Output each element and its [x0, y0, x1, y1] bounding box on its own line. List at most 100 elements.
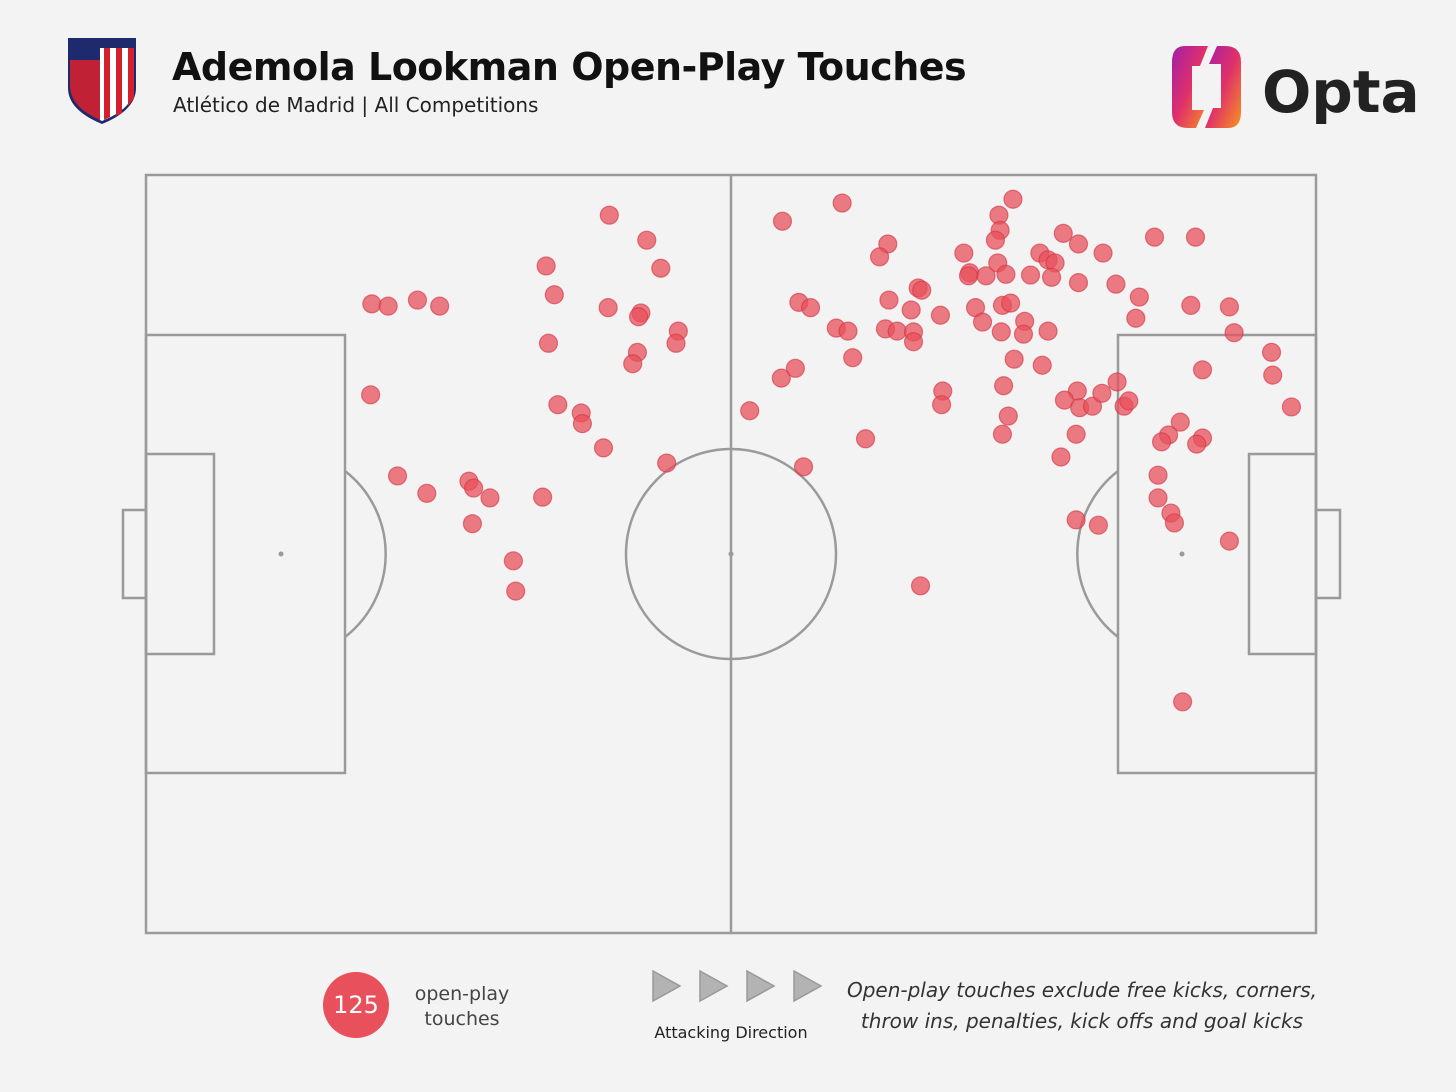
- touch: [464, 478, 484, 498]
- touch: [903, 332, 924, 352]
- goal: [1314, 508, 1342, 600]
- touch: [976, 266, 996, 286]
- touch: [985, 230, 1006, 250]
- touch: [1219, 297, 1240, 317]
- touch: [994, 376, 1014, 396]
- touch: [548, 395, 568, 415]
- touch: [887, 321, 907, 341]
- total-value: 125: [333, 991, 379, 1019]
- touch: [628, 307, 649, 327]
- touch: [599, 205, 619, 225]
- touch: [992, 424, 1013, 444]
- touch: [1126, 308, 1146, 328]
- touch: [855, 429, 876, 449]
- touch: [879, 290, 899, 310]
- touch: [480, 488, 500, 508]
- touch: [378, 296, 398, 316]
- touch: [772, 211, 793, 231]
- touch: [533, 487, 553, 507]
- touch: [1151, 432, 1172, 452]
- total-label: touches: [424, 1008, 499, 1030]
- touch: [843, 348, 863, 368]
- total-badge: [323, 972, 389, 1038]
- touch: [1066, 510, 1086, 530]
- pitch: [121, 173, 1342, 935]
- touch: [869, 247, 890, 267]
- touch: [1004, 349, 1024, 369]
- touch: [1041, 267, 1062, 287]
- brand-logo: [1172, 46, 1241, 128]
- touch: [572, 414, 593, 434]
- touch: [998, 406, 1018, 426]
- touch: [1181, 295, 1201, 315]
- touch: [832, 193, 852, 213]
- penalty-arc: [344, 470, 387, 638]
- touch: [637, 230, 657, 250]
- touch: [1088, 515, 1108, 535]
- touch: [430, 296, 450, 316]
- touch: [1281, 397, 1302, 417]
- note: Open-play touches exclude free kicks, co…: [847, 978, 1317, 1002]
- penalty-arc: [1076, 470, 1119, 638]
- touch: [958, 266, 979, 286]
- penalty-spot: [278, 551, 284, 557]
- touch: [793, 457, 814, 477]
- touch: [1068, 273, 1089, 293]
- touch: [1032, 355, 1052, 375]
- direction-label: Attacking Direction: [654, 1023, 807, 1042]
- touch: [910, 576, 931, 596]
- touch: [651, 258, 671, 278]
- touch: [838, 321, 858, 341]
- touch: [1082, 396, 1103, 416]
- touch: [623, 354, 643, 374]
- touch: [1068, 234, 1089, 254]
- touch: [1013, 324, 1034, 344]
- touch: [991, 322, 1011, 342]
- touch: [407, 290, 428, 310]
- touch: [1107, 372, 1127, 392]
- touch: [1053, 223, 1073, 243]
- club-crest: [68, 38, 136, 124]
- touch: [785, 358, 805, 378]
- touch: [1192, 360, 1213, 380]
- touch: [1164, 513, 1185, 533]
- centre-spot: [728, 551, 734, 557]
- touch: [1020, 265, 1041, 285]
- touch: [361, 385, 381, 405]
- touch: [1148, 488, 1168, 508]
- touch: [1263, 365, 1283, 385]
- touch: [1051, 447, 1071, 467]
- touch: [800, 298, 821, 318]
- subtitle: Atlético de Madrid | All Competitions: [173, 93, 538, 117]
- touch: [1092, 383, 1112, 403]
- touch: [538, 333, 559, 353]
- touch: [1219, 531, 1240, 551]
- touch: [1185, 227, 1206, 247]
- touch: [972, 312, 993, 332]
- touch: [1054, 390, 1075, 410]
- touch: [954, 243, 974, 263]
- touch: [657, 453, 677, 473]
- penalty-box: [144, 333, 347, 775]
- touch: [996, 264, 1016, 284]
- touch: [666, 333, 686, 353]
- touch: [771, 368, 791, 388]
- touch: [1187, 434, 1207, 454]
- touch: [462, 514, 483, 534]
- touch: [506, 581, 526, 601]
- touch: [1106, 274, 1126, 294]
- touch: [593, 438, 614, 458]
- total-label: open-play: [415, 983, 510, 1005]
- penalty-spot: [1179, 551, 1185, 557]
- touch: [1119, 391, 1139, 411]
- touch: [1173, 692, 1193, 712]
- touch: [1148, 465, 1168, 485]
- touch: [536, 256, 556, 276]
- touch: [1001, 293, 1021, 313]
- six-yard-box: [1247, 452, 1318, 656]
- touch: [1038, 321, 1058, 341]
- brand-name: Opta: [1262, 58, 1420, 126]
- title: Ademola Lookman Open-Play Touches: [172, 45, 966, 89]
